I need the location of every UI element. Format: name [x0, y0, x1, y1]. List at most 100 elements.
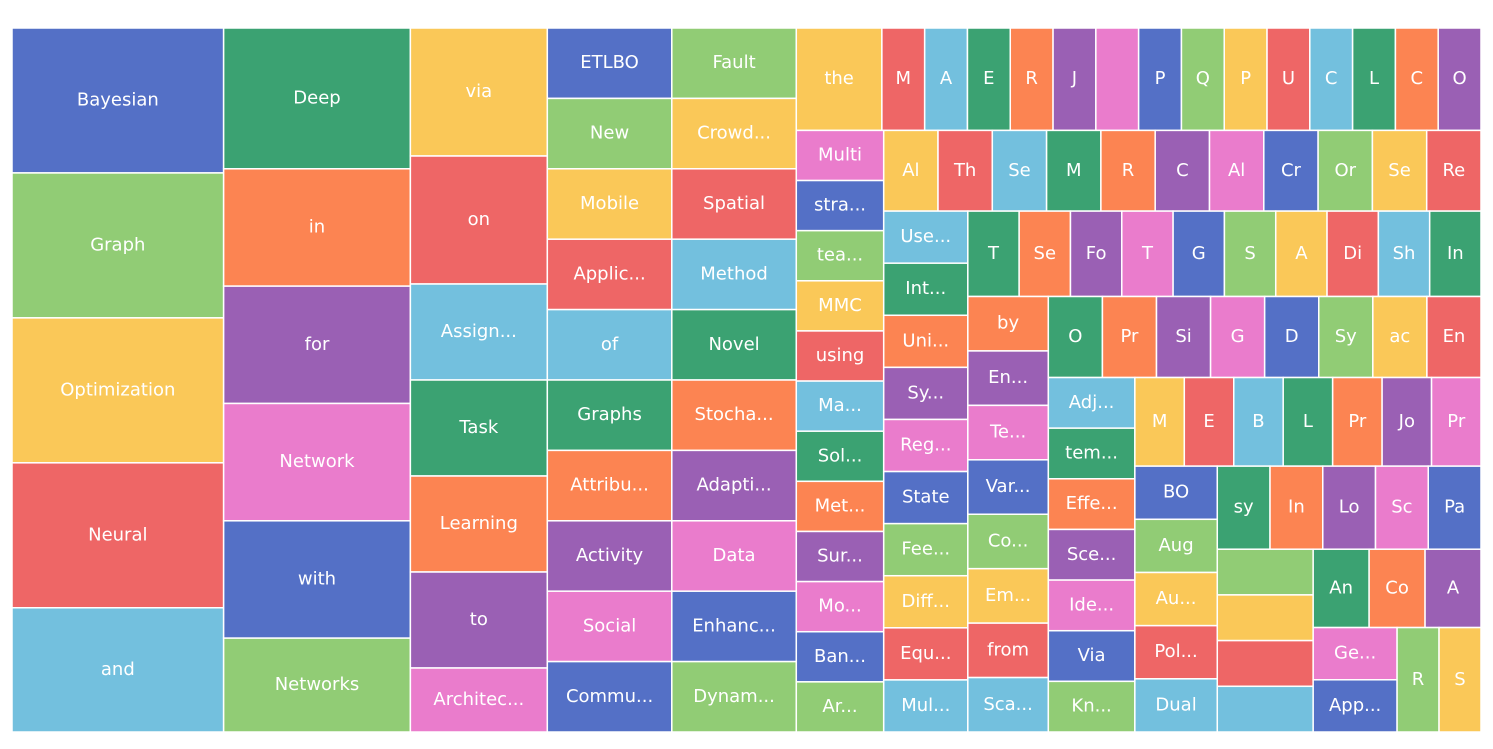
treemap-cell	[1134, 465, 1219, 521]
treemap-cell	[937, 129, 994, 212]
treemap-cell	[409, 667, 549, 733]
treemap-cell	[671, 27, 798, 100]
cell-label: Learning	[440, 513, 518, 534]
cell-label: Di	[1343, 243, 1362, 264]
cell-label: ETLBO	[580, 52, 639, 73]
cell-label: Bayesian	[77, 89, 159, 110]
treemap-cell	[409, 475, 549, 573]
treemap-cell	[1233, 376, 1284, 467]
treemap-cell	[1312, 626, 1398, 681]
cell-label: Si	[1175, 326, 1191, 347]
cell-label: Ar...	[822, 696, 857, 717]
treemap-cell	[546, 238, 673, 311]
treemap-cell	[1047, 376, 1136, 429]
treemap-cell	[1263, 295, 1320, 379]
treemap-cell	[967, 676, 1050, 733]
cell-label: Met...	[815, 495, 866, 516]
treemap-cell	[882, 522, 969, 577]
cell-label: Network	[279, 451, 355, 472]
cell-label: tea...	[817, 245, 863, 266]
cell-label: in	[309, 216, 325, 237]
treemap-cell	[409, 571, 549, 669]
cell-label: Effe...	[1066, 493, 1118, 514]
treemap-cell	[882, 314, 969, 369]
treemap-cell	[11, 172, 225, 319]
treemap-cell	[1263, 129, 1319, 212]
treemap-cell	[967, 513, 1050, 570]
cell-label: ac	[1389, 326, 1410, 347]
treemap-cell	[409, 283, 549, 381]
treemap-cell	[795, 430, 885, 483]
treemap-cell	[671, 590, 798, 663]
treemap-cell	[546, 97, 673, 170]
cell-label: via	[465, 81, 492, 102]
cell-label: E	[983, 68, 994, 89]
treemap-cell	[1424, 548, 1482, 629]
cell-label: M	[1152, 411, 1168, 432]
cell-label: Co	[1385, 577, 1409, 598]
cell-label: Em...	[985, 585, 1031, 606]
treemap-cell	[1223, 27, 1268, 132]
cell-label: with	[298, 568, 336, 589]
cell-label: Equ...	[900, 643, 951, 664]
cell-label: stra...	[814, 195, 866, 216]
treemap-cell	[882, 470, 969, 525]
treemap-cell	[409, 155, 549, 285]
treemap-cell	[881, 27, 926, 132]
cell-label: Sur...	[817, 546, 863, 567]
cell-label: R	[1122, 160, 1135, 181]
treemap-cell	[1427, 465, 1482, 550]
cell-label: Fo	[1086, 243, 1107, 264]
treemap-cell	[1216, 548, 1314, 596]
treemap-cell	[1266, 27, 1311, 132]
treemap-cell	[795, 179, 885, 232]
cell-label: Networks	[275, 674, 360, 695]
treemap-cell	[1216, 639, 1314, 688]
treemap-cell	[1101, 295, 1158, 379]
treemap-cell	[1374, 465, 1430, 550]
cell-label: L	[1369, 68, 1379, 89]
treemap-cell	[11, 607, 225, 733]
treemap-cell	[795, 129, 885, 182]
cell-label: O	[1068, 326, 1082, 347]
cell-label: Sca...	[983, 694, 1033, 715]
treemap-cell	[222, 27, 412, 170]
cell-label: Optimization	[60, 379, 175, 400]
cell-label: Al	[1228, 160, 1245, 181]
cell-label: Pa	[1444, 497, 1465, 518]
cell-label: Dual	[1155, 694, 1196, 715]
cell-label: Pr	[1120, 326, 1139, 347]
treemap-cell	[1154, 129, 1211, 212]
cell-label: O	[1453, 68, 1467, 89]
treemap-cell	[1047, 528, 1136, 581]
cell-label: C	[1176, 160, 1189, 181]
treemap-cell	[882, 679, 969, 733]
treemap-cell	[1437, 27, 1482, 132]
treemap-cell	[882, 627, 969, 681]
cell-label: En...	[988, 367, 1028, 388]
treemap-cell	[1180, 27, 1225, 132]
treemap-cell	[1095, 27, 1140, 132]
treemap-cell	[1331, 376, 1383, 467]
treemap-cell	[1018, 210, 1072, 298]
cell-label: Al	[902, 160, 919, 181]
treemap-cell	[967, 404, 1050, 461]
treemap-cell	[1428, 210, 1482, 298]
cell-label: Via	[1078, 645, 1106, 666]
cell-label: R	[1412, 669, 1425, 690]
cell-label: A	[940, 68, 953, 89]
cell-label: A	[1447, 577, 1460, 598]
cell-label: Jo	[1398, 411, 1415, 432]
cell-label: Stocha...	[695, 404, 774, 425]
treemap-cell	[882, 262, 969, 317]
cell-label: En	[1443, 326, 1466, 347]
treemap-cell	[795, 530, 885, 583]
cell-label: for	[305, 334, 330, 355]
cell-label: Au...	[1156, 588, 1197, 609]
treemap-cell	[1137, 27, 1183, 132]
cell-label: B	[1252, 411, 1264, 432]
cell-label: Se	[1388, 160, 1411, 181]
treemap-cell	[1351, 27, 1397, 132]
cell-label: sy	[1234, 497, 1254, 518]
